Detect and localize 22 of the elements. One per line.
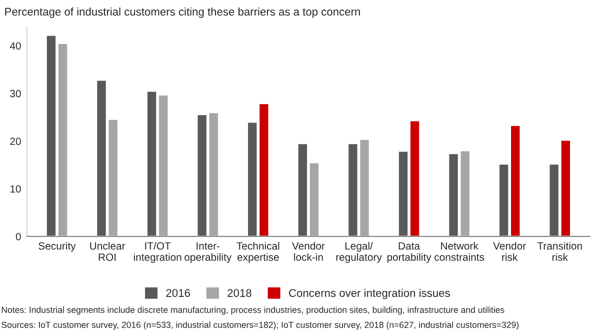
y-tick-label: 30 <box>10 90 21 98</box>
y-tick-label: 10 <box>10 185 21 193</box>
chart-title: Percentage of industrial customers citing these barriers as a top concern <box>5 7 360 18</box>
legend-label: Concerns over integration issues <box>289 288 450 300</box>
text: Notes: Industrial segments include discrete manufacturing, process industries, production sites, building, infrastructure and utilities <box>2 306 504 315</box>
source-note: Sources: IoT customer survey, 2016 (n=533, industrial customers=182); IoT customer survey, 2018 (n=627, industrial customers=329) <box>2 322 518 330</box>
x-tick-label: Transition risk <box>537 242 582 261</box>
x-tick-label: Vendor risk <box>493 242 526 261</box>
x-tick-label: Network constraints <box>434 242 484 261</box>
x-tick-label: Legal/ regulatory <box>336 242 382 263</box>
x-tick-label: Technical expertise <box>236 242 280 263</box>
x-tick-label: Unclear ROI <box>90 242 126 261</box>
legend-label: 2018 <box>228 289 252 297</box>
x-tick-label: Inter- operability <box>184 242 232 263</box>
y-tick-label: 20 <box>10 138 21 145</box>
x-tick-label: Security <box>38 242 76 252</box>
y-tick-label: 40 <box>10 42 21 50</box>
x-tick-label: Vendor lock-in <box>292 242 325 261</box>
x-tick-label: Data portability <box>387 242 432 263</box>
x-tick-label: IT/OT integration <box>134 242 182 263</box>
y-tick-label: 0 <box>16 232 21 240</box>
legend-label: 2016 <box>166 289 190 297</box>
